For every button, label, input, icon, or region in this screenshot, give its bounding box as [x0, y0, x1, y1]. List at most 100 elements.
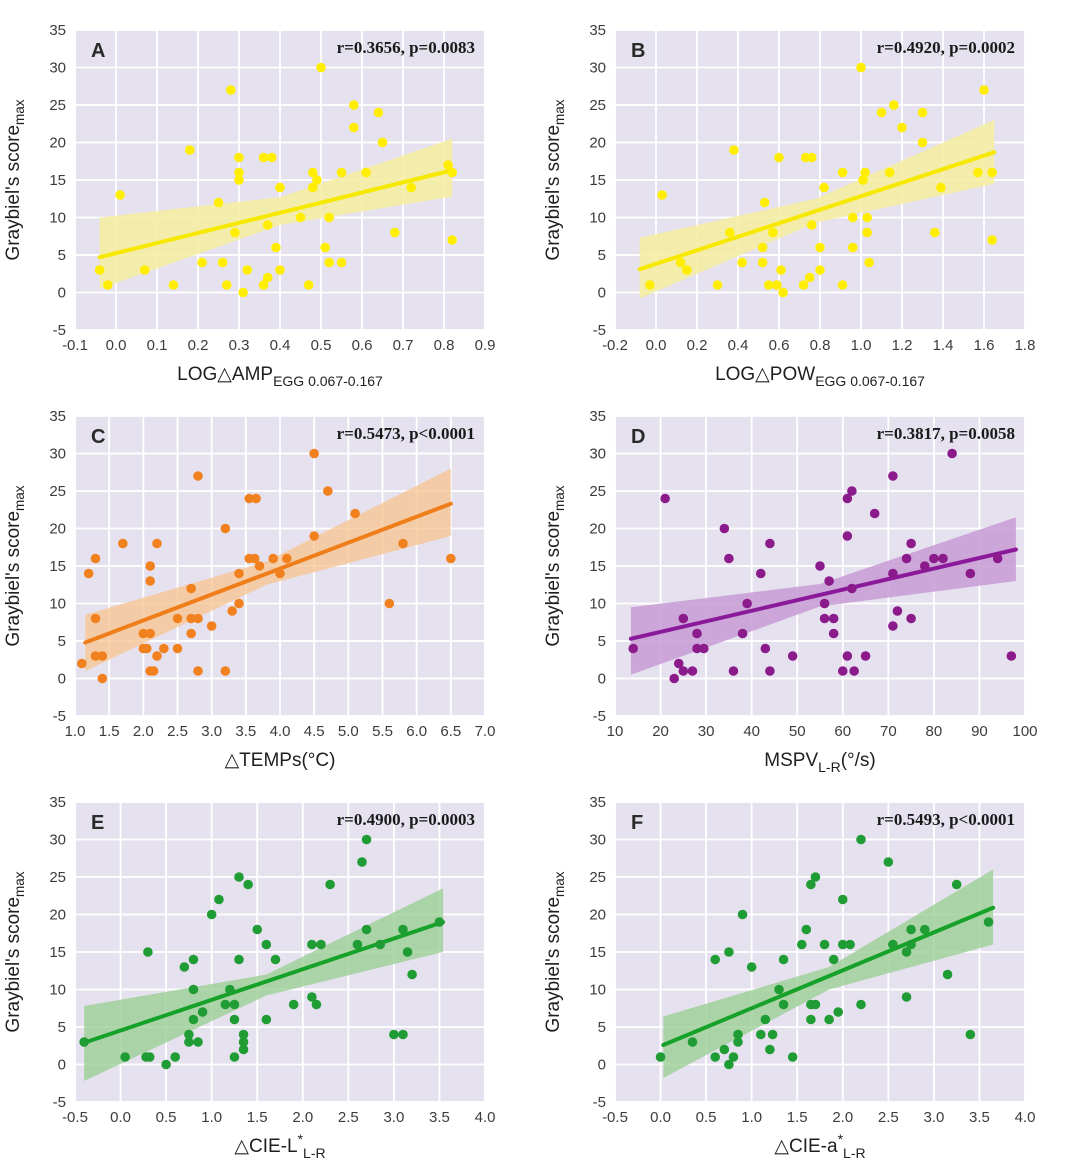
data-point [229, 1014, 240, 1025]
data-point [238, 1037, 249, 1047]
data-point [864, 257, 874, 268]
x-axis-label: LOG△POWEGG 0.067-0.167 [715, 364, 925, 386]
data-point [772, 280, 782, 290]
data-point [172, 643, 183, 654]
data-point [692, 643, 702, 654]
data-point [837, 894, 848, 905]
data-point [120, 1052, 130, 1062]
data-point [145, 628, 155, 639]
data-point [884, 167, 895, 178]
data-point [230, 227, 240, 238]
y-tick-label: 0 [598, 671, 606, 688]
data-point [710, 954, 721, 965]
x-tick-label: 1.0 [65, 723, 86, 740]
data-point [815, 265, 825, 275]
data-point [657, 190, 667, 200]
data-point [311, 999, 322, 1010]
y-tick-label: 5 [598, 633, 606, 650]
panel-letter: B [631, 40, 645, 62]
data-point [848, 242, 858, 253]
y-tick-label: 15 [49, 172, 66, 189]
y-tick-label: -5 [53, 322, 66, 339]
x-tick-label: 20 [652, 723, 669, 740]
regression-line [637, 150, 997, 272]
data-point [186, 613, 196, 624]
data-point [733, 1037, 743, 1047]
data-point [973, 167, 983, 178]
data-point [349, 122, 359, 133]
x-tick-label: 3.0 [383, 1109, 404, 1126]
y-tick-label: 5 [58, 247, 66, 264]
data-point [184, 1029, 194, 1040]
data-point [398, 538, 408, 549]
x-tick-label: 2.0 [133, 723, 154, 740]
x-tick-label: -0.2 [602, 337, 628, 354]
data-point [774, 984, 784, 995]
data-point [90, 553, 101, 564]
data-point [252, 924, 263, 935]
data-point [824, 1014, 834, 1025]
y-tick-label: -5 [53, 1094, 66, 1111]
data-point [217, 257, 228, 268]
data-point [275, 182, 285, 193]
data-point [188, 954, 199, 965]
data-point [765, 1044, 775, 1055]
data-point [138, 628, 149, 639]
y-tick-label: 15 [49, 944, 66, 961]
data-point [842, 493, 853, 504]
data-point [220, 666, 231, 676]
data-point [323, 486, 333, 496]
data-point [234, 167, 244, 178]
y-tick-label: 30 [49, 60, 66, 77]
data-point [965, 568, 976, 579]
data-point [90, 613, 101, 624]
data-point [787, 651, 798, 661]
data-point [810, 872, 821, 882]
data-point [889, 100, 899, 110]
x-tick-label: 1.4 [933, 337, 954, 354]
data-point [214, 894, 224, 905]
x-tick-label: 0.1 [147, 337, 168, 354]
data-point [309, 448, 319, 459]
y-tick-label: 30 [589, 832, 606, 849]
data-point [906, 613, 916, 624]
data-point [242, 265, 252, 275]
x-tick-label: 30 [698, 723, 715, 740]
data-point [83, 568, 94, 579]
x-tick-label: 1.5 [99, 723, 120, 740]
data-point [678, 613, 689, 624]
correlation-annotation: r=0.4920, p=0.0002 [877, 38, 1015, 57]
y-axis-label: Graybiel's scoremax [3, 871, 27, 1032]
x-tick-label: 0.4 [728, 337, 749, 354]
data-point [361, 924, 372, 935]
y-axis-label: Graybiel's scoremax [543, 871, 567, 1032]
data-point [325, 879, 335, 890]
data-point [979, 85, 989, 95]
data-point [288, 999, 299, 1010]
y-tick-label: 25 [589, 483, 606, 500]
data-point [234, 598, 244, 609]
data-point [678, 666, 689, 676]
data-point [947, 448, 957, 459]
panel-letter: C [91, 426, 105, 448]
data-point [757, 257, 768, 268]
data-point [774, 152, 784, 163]
data-point [819, 613, 830, 624]
data-point [238, 1044, 249, 1055]
data-point [407, 969, 417, 980]
data-point [798, 280, 809, 290]
regression-line [628, 547, 1018, 641]
data-point [897, 122, 907, 133]
data-point [951, 879, 962, 890]
data-point [220, 999, 231, 1010]
x-tick-label: 10 [607, 723, 624, 740]
data-point [213, 197, 224, 208]
data-point [357, 857, 367, 867]
data-point [888, 939, 898, 950]
data-point [282, 553, 292, 564]
data-point [757, 242, 768, 253]
data-point [906, 924, 916, 935]
data-point [389, 1029, 399, 1040]
panel-letter: D [631, 426, 645, 448]
y-tick-label: 20 [49, 907, 66, 924]
